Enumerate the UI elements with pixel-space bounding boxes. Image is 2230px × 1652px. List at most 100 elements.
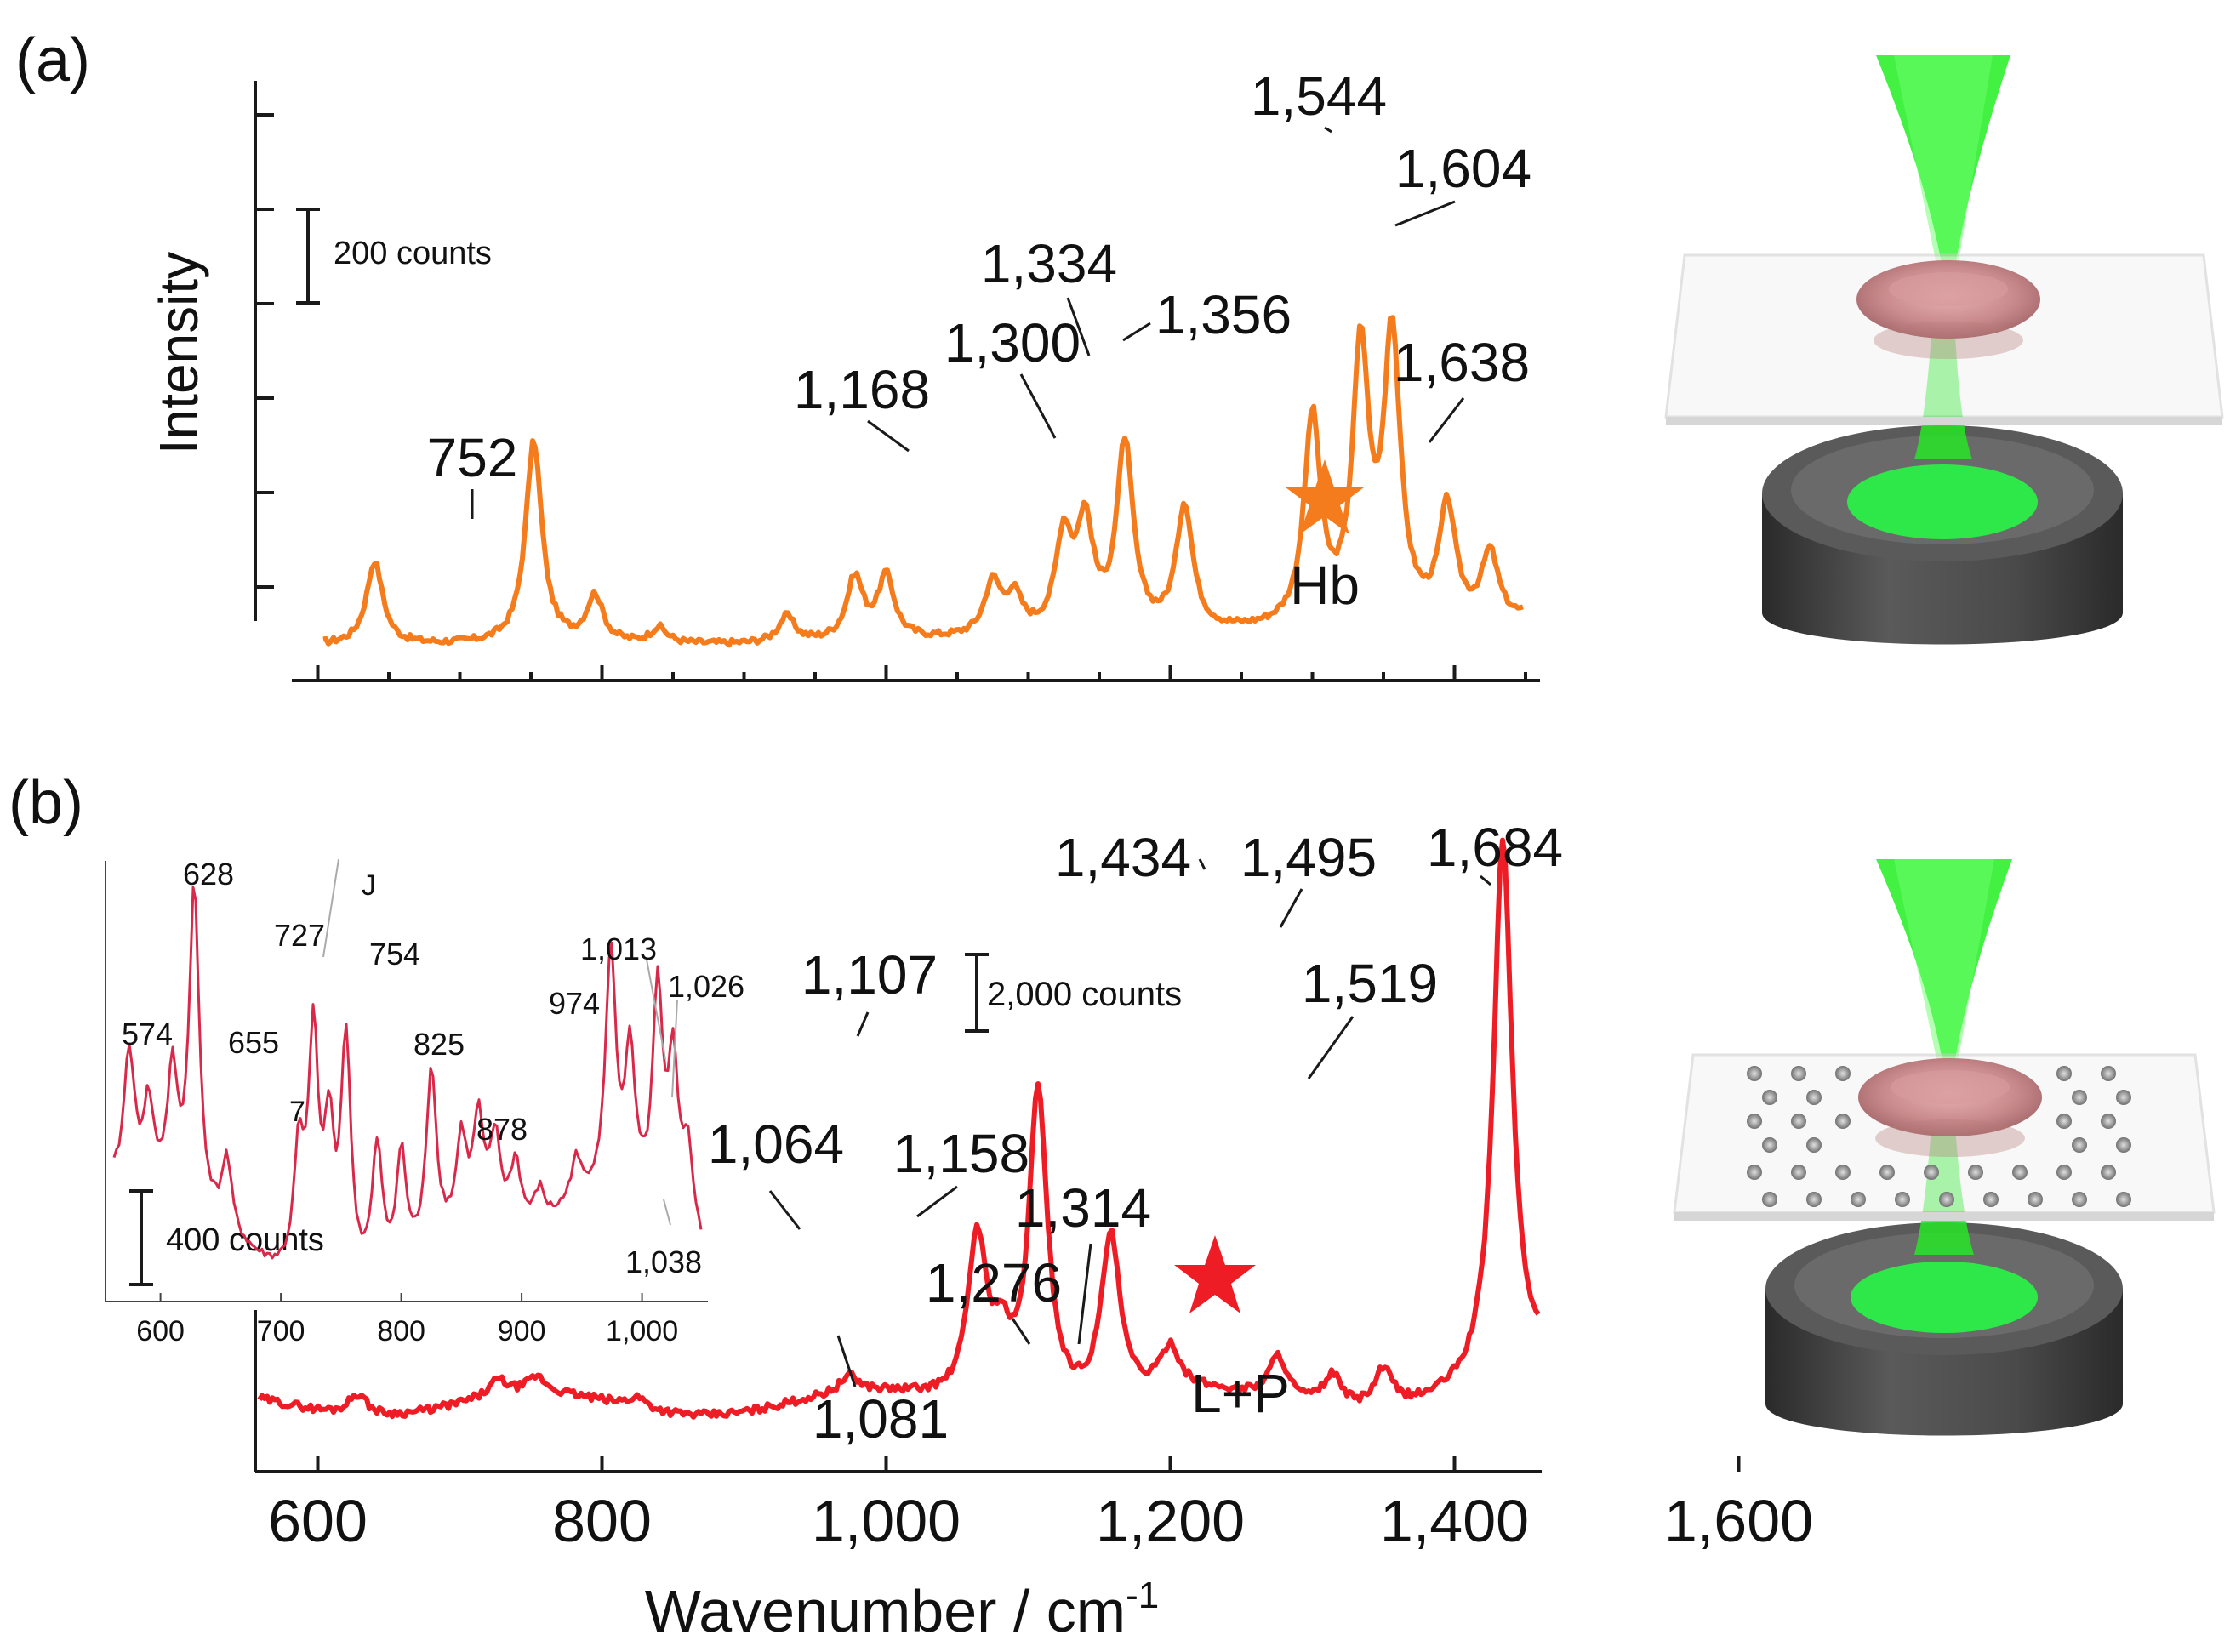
nanoparticle-array-icon: [1747, 1066, 2131, 1207]
panel-a-peak-label: 752: [427, 427, 518, 488]
panel-a-peak-leader: [1394, 200, 1456, 227]
panel-a-peak-leader: [1428, 397, 1465, 443]
panel-b-peak-leader: [768, 1190, 801, 1230]
nanoparticle-icon: [2116, 1137, 2131, 1153]
nanoparticle-icon: [1762, 1192, 1777, 1207]
inset-peak-label: 1,026: [668, 969, 744, 1004]
nanoparticle-icon: [1806, 1090, 1822, 1105]
panel-b-inset: 600 700 800 900 1,000 400 counts 57462865572…: [105, 857, 744, 1347]
panel-a-star-marker: [1286, 459, 1364, 534]
panel-b-peak-label: 1,276: [926, 1252, 1062, 1313]
nanoparticle-icon: [1791, 1066, 1806, 1081]
panel-b-x-ticks: 600 800 1,000 1,200 1,400 1,600: [268, 1456, 1813, 1554]
inset-x-tick-label: 1,000: [606, 1315, 678, 1347]
panel-b-label: (b): [9, 769, 83, 837]
panel-b-peak-labels: 1,064 1,081 1,107 1,158 1,276 1,314 1,434 1,495…: [708, 817, 1563, 1450]
nanoparticle-icon: [2116, 1192, 2131, 1207]
panel-a-scale-bar: 200 counts: [296, 208, 492, 305]
panel-a-x-ticks: [316, 665, 1527, 681]
panel-b: (b) 600 800 1,000 1,200 1,400 1,600 Wavenumbe…: [9, 769, 1813, 1644]
panel-a-label: (a): [15, 26, 90, 94]
panel-b-spectrum-line: [257, 837, 1541, 1420]
panel-b-peak-leader: [1011, 1318, 1031, 1345]
illustration-bottom: [1673, 859, 2216, 1436]
panel-b-peak-label: 1,158: [893, 1123, 1029, 1184]
panel-b-x-tick-label: 800: [552, 1488, 652, 1554]
panel-a-peak-leader: [1122, 322, 1151, 342]
nanoparticle-icon: [2101, 1165, 2116, 1180]
inset-peak-leader: [663, 1199, 671, 1226]
nanoparticle-icon: [2072, 1192, 2087, 1207]
panel-b-peak-label: 1,684: [1427, 817, 1563, 878]
nanoparticle-icon: [2056, 1114, 2072, 1129]
panel-a-peak-label: 1,334: [981, 233, 1117, 294]
panel-a-scale-bar-label: 200 counts: [334, 236, 492, 271]
nanoparticle-icon: [1791, 1165, 1806, 1180]
red-blood-cell-icon: [1858, 1058, 2042, 1157]
nanoparticle-icon: [2012, 1165, 2028, 1180]
inset-stray-label-7: 7: [289, 1096, 305, 1128]
inset-peak-labels: 574 628 655 727 754 825 878 974 1,013 1,026 1,038: [122, 857, 744, 1279]
inset-x-tick-label: 600: [136, 1315, 185, 1347]
panel-b-peak-leader: [1077, 1243, 1092, 1345]
panel-b-xlabel-superscript: -1: [1126, 1575, 1159, 1616]
panel-a-peak-leader: [1019, 373, 1057, 439]
nanoparticle-icon: [2056, 1066, 2072, 1081]
nanoparticle-icon: [1924, 1165, 1939, 1180]
panel-b-peak-leader: [1198, 858, 1206, 870]
nanoparticle-icon: [2101, 1114, 2116, 1129]
panel-b-peak-leader: [916, 1185, 958, 1218]
panel-b-peak-label: 1,064: [708, 1114, 844, 1175]
nanoparticle-icon: [2116, 1090, 2131, 1105]
nanoparticle-icon: [1806, 1192, 1822, 1207]
nanoparticle-icon: [2101, 1066, 2116, 1081]
panel-b-xlabel: Wavenumber / cm-1: [645, 1575, 1159, 1644]
inset-x-ticks: 600 700 800 900 1,000: [136, 1293, 678, 1347]
nanoparticle-icon: [2056, 1165, 2072, 1180]
red-blood-cell-icon: [1856, 260, 2040, 359]
nanoparticle-icon: [1939, 1192, 1954, 1207]
inset-peak-label: 754: [369, 937, 420, 971]
nanoparticle-icon: [1835, 1165, 1851, 1180]
panel-a-ylabel: Intensity: [148, 252, 209, 454]
panel-a-peak-leader: [1066, 297, 1091, 356]
nanoparticle-icon: [1851, 1192, 1866, 1207]
objective-lens-icon: [1762, 425, 2123, 645]
inset-x-tick-label: 700: [257, 1315, 305, 1347]
inset-peak-label: 878: [476, 1112, 528, 1147]
panel-b-xlabel-main: Wavenumber / cm: [645, 1578, 1126, 1644]
inset-peak-leader: [646, 959, 666, 1060]
nanoparticle-icon: [1983, 1192, 1999, 1207]
nanoparticle-icon: [2072, 1137, 2087, 1153]
nanoparticle-icon: [1747, 1114, 1762, 1129]
panel-b-peak-label: 1,107: [801, 944, 938, 1005]
panel-b-peak-leader: [856, 1011, 870, 1037]
inset-peak-label: 655: [228, 1025, 279, 1060]
nanoparticle-icon: [1747, 1066, 1762, 1081]
panel-b-scale-bar-label: 2,000 counts: [987, 976, 1182, 1013]
panel-a-peak-label: 1,356: [1155, 284, 1292, 345]
nanoparticle-icon: [1835, 1114, 1851, 1129]
nanoparticle-icon: [1895, 1192, 1910, 1207]
nanoparticle-icon: [2028, 1192, 2043, 1207]
panel-b-scale-bar: 2,000 counts: [965, 953, 1182, 1033]
panel-b-star-marker: [1174, 1235, 1256, 1313]
nanoparticle-icon: [1762, 1090, 1777, 1105]
panel-a-peak-leader: [1324, 126, 1332, 134]
inset-peak-leader: [322, 858, 339, 958]
panel-b-marker-label: L+P: [1191, 1363, 1290, 1424]
inset-peak-label: 628: [183, 857, 234, 892]
panel-a-peak-label: 1,638: [1394, 332, 1530, 393]
nanoparticle-icon: [1791, 1114, 1806, 1129]
panel-b-peak-label: 1,495: [1240, 827, 1377, 888]
nanoparticle-icon: [1835, 1066, 1851, 1081]
panel-b-peak-leader: [1307, 1016, 1355, 1079]
panel-b-peak-label: 1,519: [1302, 953, 1438, 1014]
panel-b-peak-leader: [1279, 888, 1303, 928]
inset-peak-label: 1,013: [580, 931, 657, 966]
panel-a-peak-label: 1,604: [1395, 138, 1531, 199]
panel-b-peak-leader: [836, 1335, 857, 1387]
inset-peak-leader: [671, 999, 678, 1098]
